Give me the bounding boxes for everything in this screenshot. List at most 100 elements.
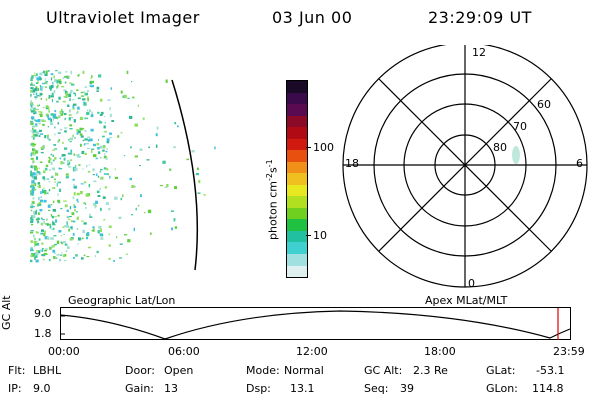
- dayglow-pixel: [98, 139, 100, 141]
- dayglow-pixel: [99, 145, 103, 149]
- dayglow-pixel: [33, 107, 36, 110]
- dayglow-pixel: [147, 209, 152, 214]
- dayglow-pixel: [40, 86, 44, 90]
- dayglow-pixel: [45, 80, 48, 83]
- dayglow-pixel: [82, 70, 85, 74]
- dayglow-pixel: [38, 96, 41, 98]
- dayglow-pixel: [62, 77, 64, 80]
- dayglow-pixel: [98, 120, 101, 124]
- dayglow-pixel: [100, 237, 104, 240]
- colorbar-band: [287, 184, 307, 197]
- dayglow-pixel: [87, 98, 89, 102]
- dayglow-pixel: [30, 107, 34, 110]
- colorbar-label-10: 10: [313, 229, 327, 242]
- dayglow-pixel: [80, 183, 84, 185]
- dayglow-pixel: [69, 82, 73, 84]
- dayglow-pixel: [103, 219, 106, 221]
- dayglow-pixel: [68, 216, 72, 218]
- dayglow-pixel: [34, 74, 36, 77]
- dayglow-pixel: [72, 178, 75, 181]
- dayglow-pixel: [164, 186, 168, 188]
- dayglow-pixel: [30, 120, 32, 124]
- xtick-0000: 00:00: [48, 345, 80, 358]
- dayglow-pixel: [39, 77, 42, 81]
- dayglow-pixel: [30, 248, 32, 250]
- dayglow-pixel: [38, 76, 41, 79]
- dayglow-pixel: [38, 123, 41, 125]
- dayglow-pixel: [64, 76, 68, 78]
- dayglow-pixel: [52, 223, 56, 226]
- dayglow-pixel: [120, 90, 123, 94]
- dayglow-pixel: [94, 205, 96, 209]
- dayglow-pixel: [89, 109, 91, 112]
- dayglow-pixel: [123, 94, 127, 99]
- dayglow-pixel: [174, 122, 177, 125]
- dayglow-pixel: [70, 117, 74, 119]
- dayglow-pixel: [73, 153, 76, 156]
- dayglow-pixel: [57, 193, 59, 197]
- dayglow-pixel: [109, 132, 112, 135]
- dayglow-pixel: [98, 151, 101, 154]
- dayglow-pixel: [78, 130, 81, 134]
- dayglow-pixel: [70, 149, 73, 153]
- dayglow-pixel: [32, 202, 35, 204]
- dayglow-pixel: [30, 230, 34, 232]
- dayglow-pixel: [155, 133, 158, 137]
- dayglow-pixel: [30, 189, 33, 193]
- dayglow-pixel: [34, 256, 36, 260]
- dayglow-pixel: [45, 223, 48, 225]
- dayglow-pixel: [47, 138, 51, 140]
- dayglow-pixel: [73, 205, 77, 209]
- dayglow-pixel: [54, 148, 58, 150]
- dayglow-pixel: [30, 100, 32, 104]
- flt-label: Flt:: [8, 364, 26, 377]
- dayglow-pixel: [68, 109, 71, 113]
- dayglow-pixel: [52, 209, 56, 212]
- dayglow-pixel: [34, 189, 37, 191]
- dayglow-pixel: [85, 193, 89, 197]
- dayglow-pixel: [108, 244, 111, 247]
- dayglow-pixel: [48, 95, 51, 98]
- dayglow-pixel: [83, 101, 85, 104]
- dayglow-pixel: [65, 71, 68, 73]
- dayglow-pixel: [38, 196, 40, 201]
- dayglow-pixel: [71, 99, 75, 101]
- dayglow-pixel: [47, 106, 50, 110]
- dayglow-pixel: [31, 180, 35, 184]
- dayglow-pixel: [87, 136, 90, 139]
- dayglow-pixel: [72, 134, 74, 138]
- dayglow-pixel: [34, 72, 36, 75]
- dayglow-pixel: [61, 86, 65, 88]
- dayglow-pixel: [127, 97, 130, 99]
- dayglow-pixel: [34, 237, 36, 240]
- dayglow-pixel: [66, 224, 69, 228]
- dayglow-pixel: [59, 110, 61, 114]
- dayglow-pixel: [39, 133, 44, 135]
- dayglow-pixel: [89, 213, 91, 217]
- dayglow-pixel: [97, 111, 100, 114]
- dayglow-pixel: [64, 127, 68, 129]
- dayglow-pixel: [49, 246, 52, 250]
- dayglow-pixel: [59, 254, 63, 256]
- dayglow-pixel: [35, 218, 40, 221]
- dayglow-pixel: [30, 184, 34, 186]
- dayglow-pixel: [96, 173, 98, 177]
- dayglow-pixel: [106, 168, 109, 171]
- dayglow-pixel: [117, 135, 120, 138]
- dayglow-pixel: [126, 70, 129, 75]
- dayglow-pixel: [49, 122, 54, 125]
- dayglow-pixel: [83, 254, 86, 257]
- uv-image-panel: [30, 70, 216, 271]
- dayglow-pixel: [44, 73, 48, 76]
- dayglow-pixel: [86, 111, 90, 115]
- dayglow-pixel: [64, 204, 68, 208]
- dayglow-pixel: [60, 161, 64, 165]
- dayglow-pixel: [37, 104, 39, 107]
- dayglow-pixel: [33, 234, 35, 238]
- dayglow-pixel: [70, 70, 73, 75]
- dayglow-pixel: [44, 230, 46, 234]
- dayglow-pixel: [64, 147, 68, 150]
- dayglow-pixel: [127, 239, 131, 243]
- dayglow-pixel: [38, 238, 41, 241]
- dayglow-pixel: [59, 157, 62, 160]
